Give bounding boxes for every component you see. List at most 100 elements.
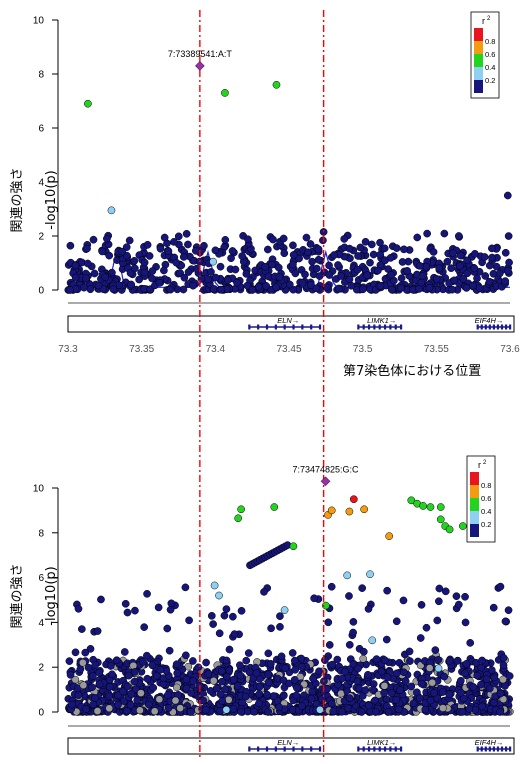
legend-label: 0.4 <box>481 507 491 516</box>
data-point <box>481 272 490 280</box>
data-point <box>458 708 467 716</box>
legend-swatch <box>474 67 483 80</box>
data-point <box>98 247 107 256</box>
data-point <box>376 238 384 247</box>
data-point <box>387 689 396 698</box>
gene-exon <box>310 324 313 330</box>
data-point <box>364 605 373 613</box>
data-point <box>66 286 74 294</box>
y-axis-label-panel2: 関連の強さ -log10(p) <box>0 536 60 656</box>
gene-label: LIMK1→ <box>367 738 396 747</box>
gene-exon <box>310 746 313 752</box>
data-point <box>93 627 102 635</box>
data-point <box>97 595 105 604</box>
data-point <box>105 251 114 260</box>
data-point <box>376 282 385 290</box>
data-point <box>314 245 323 254</box>
data-point <box>462 284 471 292</box>
data-point <box>173 669 182 677</box>
data-point <box>289 241 297 250</box>
data-point <box>490 698 498 707</box>
data-point <box>501 277 510 285</box>
data-point <box>308 687 317 696</box>
data-point <box>409 699 418 708</box>
data-point <box>354 664 362 673</box>
data-point <box>179 253 188 261</box>
data-point <box>199 696 208 705</box>
legend-swatch <box>474 80 483 93</box>
data-point <box>418 271 427 280</box>
legend-swatch <box>470 472 479 485</box>
data-point <box>131 668 139 676</box>
gene-exon <box>292 746 295 752</box>
data-point <box>441 587 450 596</box>
data-point <box>148 267 157 275</box>
y-axis-label-line2: -log10(p) <box>44 566 59 626</box>
data-point <box>345 244 354 253</box>
data-point <box>171 696 180 705</box>
legend-swatch <box>470 485 479 498</box>
data-point <box>106 662 115 670</box>
data-point <box>496 708 504 716</box>
data-point <box>277 652 286 661</box>
data-point <box>160 266 168 275</box>
data-point <box>345 592 353 600</box>
data-point <box>303 248 312 257</box>
data-point <box>66 241 75 250</box>
data-point <box>224 276 232 285</box>
data-point <box>356 243 365 252</box>
data-point <box>431 646 440 654</box>
gene-exon <box>480 324 483 330</box>
data-point <box>237 708 245 716</box>
data-point-green <box>436 503 445 511</box>
legend-label: 0.6 <box>481 494 491 503</box>
data-point <box>449 249 457 257</box>
data-point <box>434 597 443 606</box>
data-point <box>94 281 103 290</box>
data-point-green <box>436 515 445 524</box>
data-point <box>359 647 368 656</box>
data-point <box>453 657 462 665</box>
data-point <box>398 258 407 266</box>
data-point <box>489 269 498 278</box>
y-axis-label-line1: 関連の強さ <box>10 167 25 233</box>
data-point <box>377 667 386 676</box>
data-point <box>238 252 246 260</box>
data-point <box>279 676 288 685</box>
data-point <box>334 261 342 269</box>
data-point <box>209 620 217 628</box>
gene-exon <box>500 324 504 330</box>
gene-track <box>67 737 515 755</box>
data-point <box>415 285 423 293</box>
data-point <box>353 677 362 686</box>
data-point <box>118 247 126 256</box>
gene-exon <box>378 324 381 330</box>
data-point <box>71 261 80 270</box>
gene-label: EIF4H→ <box>475 738 504 747</box>
data-point <box>312 264 321 273</box>
data-point <box>428 678 437 687</box>
data-point <box>79 681 88 690</box>
gene-exon <box>509 746 512 752</box>
data-point <box>357 708 366 716</box>
data-point-lightblue <box>280 606 289 614</box>
legend-swatch <box>474 54 483 67</box>
data-point <box>501 617 510 626</box>
data-point <box>65 657 74 665</box>
legend-swatch <box>470 511 479 524</box>
data-point-lightblue <box>366 570 374 579</box>
gene-exon <box>480 746 483 752</box>
data-point <box>416 634 425 642</box>
gene-exon <box>257 746 260 752</box>
data-point <box>298 279 307 287</box>
gene-exon <box>504 746 508 752</box>
data-point <box>488 244 496 253</box>
data-point <box>440 672 449 681</box>
data-point <box>306 240 315 248</box>
data-point <box>340 235 349 243</box>
data-point <box>105 691 114 700</box>
gene-exon <box>509 324 512 330</box>
data-point <box>363 271 371 280</box>
gene-exon <box>399 324 403 330</box>
data-point <box>425 283 434 292</box>
